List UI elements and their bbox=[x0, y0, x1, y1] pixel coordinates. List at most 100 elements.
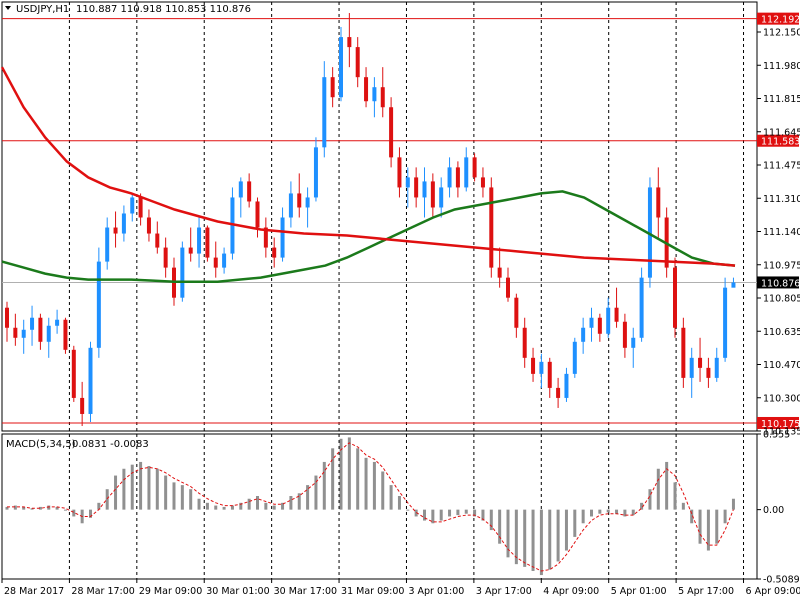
macd-bar bbox=[715, 509, 719, 544]
macd-bar bbox=[130, 464, 134, 510]
macd-bar bbox=[514, 509, 518, 565]
x-tick-label: 4 Apr 09:00 bbox=[543, 586, 599, 597]
macd-signal-line bbox=[7, 442, 734, 572]
candle-body bbox=[572, 341, 577, 374]
candle-body bbox=[372, 87, 377, 102]
current-price-label: 110.876 bbox=[761, 278, 800, 289]
macd-bar bbox=[72, 509, 76, 517]
candle-body bbox=[130, 197, 135, 214]
macd-bar bbox=[372, 461, 376, 510]
chart-header: USDJPY,H1 110.887 110.918 110.853 110.87… bbox=[5, 4, 251, 15]
macd-bar bbox=[230, 505, 234, 510]
macd-bar bbox=[448, 509, 452, 517]
macd-bar bbox=[22, 506, 26, 510]
vertical-grid bbox=[68, 2, 745, 579]
macd-bar bbox=[489, 509, 493, 531]
candle-body bbox=[238, 181, 243, 198]
candle-body bbox=[564, 373, 569, 398]
y-tick-label: 110.135 bbox=[763, 427, 800, 438]
macd-y-tick-label: 0.555 bbox=[763, 430, 790, 441]
candle-body bbox=[305, 197, 310, 208]
price-level-badge bbox=[757, 416, 799, 429]
y-tick-label: 111.475 bbox=[763, 161, 800, 172]
ohlc-label: 110.887 110.918 110.853 110.876 bbox=[76, 4, 251, 15]
candle-body bbox=[222, 253, 227, 268]
candle-body bbox=[21, 329, 26, 338]
price-level-label: 110.175 bbox=[761, 419, 800, 430]
macd-bar bbox=[339, 438, 343, 510]
candle-body bbox=[673, 267, 677, 328]
y-tick-label: 111.310 bbox=[763, 194, 800, 205]
candle-body bbox=[656, 187, 661, 218]
candle-body bbox=[38, 317, 43, 342]
macd-bar bbox=[105, 489, 109, 510]
candle-body bbox=[581, 327, 586, 342]
candle-body bbox=[105, 227, 110, 262]
macd-bar bbox=[598, 509, 602, 514]
macd-bar bbox=[665, 461, 669, 510]
macd-bar bbox=[556, 509, 560, 562]
candle-body bbox=[80, 397, 85, 414]
macd-bar bbox=[423, 509, 426, 521]
candle-body bbox=[364, 77, 369, 102]
candle-body bbox=[455, 167, 460, 188]
axes: 28 Mar 2017 28 Mar 17:00 29 Mar 09:00 30 Ma… bbox=[1, 28, 800, 597]
y-tick-label: 110.300 bbox=[763, 393, 800, 404]
macd-panel-frame bbox=[1, 433, 758, 580]
macd-bar bbox=[331, 448, 335, 510]
y-tick-label: 111.980 bbox=[763, 61, 800, 72]
candle-body bbox=[330, 77, 335, 98]
macd-bar bbox=[164, 475, 168, 510]
candle-body bbox=[138, 197, 143, 218]
x-tick-label: 6 Apr 09:00 bbox=[746, 586, 800, 597]
horizontal-levels[interactable]: 112.192 111.583 110.175 110.876 bbox=[2, 12, 800, 430]
macd-bar bbox=[615, 509, 619, 514]
candle-body bbox=[681, 327, 686, 378]
macd-bar bbox=[55, 506, 59, 510]
macd-bar bbox=[356, 448, 360, 510]
macd-bar bbox=[673, 482, 677, 510]
price-level-badge bbox=[757, 134, 799, 147]
macd-bar bbox=[314, 475, 318, 510]
candle-body bbox=[422, 181, 427, 198]
macd-bar bbox=[214, 505, 218, 510]
macd-bar bbox=[464, 509, 468, 514]
price-level-label: 111.583 bbox=[761, 137, 800, 148]
candle-body bbox=[163, 247, 168, 268]
macd-bar bbox=[13, 505, 17, 510]
macd-bar bbox=[322, 461, 326, 510]
candle-body bbox=[272, 247, 277, 258]
candle-body bbox=[464, 157, 469, 188]
candle-body bbox=[497, 267, 502, 278]
candle-body bbox=[155, 233, 160, 248]
x-tick-label: 3 Apr 01:00 bbox=[408, 586, 464, 597]
macd-bar bbox=[406, 509, 410, 511]
candle-body bbox=[472, 157, 477, 178]
macd-bar bbox=[698, 509, 702, 544]
candle-body bbox=[631, 337, 636, 348]
macd-bar bbox=[147, 466, 151, 510]
candle-body bbox=[146, 217, 151, 234]
candle-body bbox=[539, 361, 544, 374]
macd-title: MACD(5,34,5) bbox=[6, 439, 76, 450]
macd-y-tick-label: -0.5089 bbox=[763, 575, 800, 586]
macd-bar bbox=[189, 489, 193, 510]
price-panel-frame bbox=[1, 1, 758, 432]
y-tick-label: 111.815 bbox=[763, 94, 800, 105]
candle-body bbox=[355, 47, 360, 78]
macd-histogram bbox=[5, 437, 735, 576]
candle-body bbox=[639, 277, 644, 338]
macd-bar bbox=[289, 496, 293, 510]
macd-bar bbox=[706, 509, 710, 551]
candle-body bbox=[5, 307, 9, 328]
current-price-badge bbox=[757, 276, 799, 289]
candle-body bbox=[514, 297, 519, 328]
macd-bar bbox=[264, 502, 268, 510]
macd-bar bbox=[481, 509, 485, 521]
candle-body bbox=[731, 282, 736, 288]
triangle-down-icon[interactable] bbox=[5, 6, 11, 10]
candle-body bbox=[405, 177, 410, 188]
moving-average-red bbox=[0, 66, 736, 267]
